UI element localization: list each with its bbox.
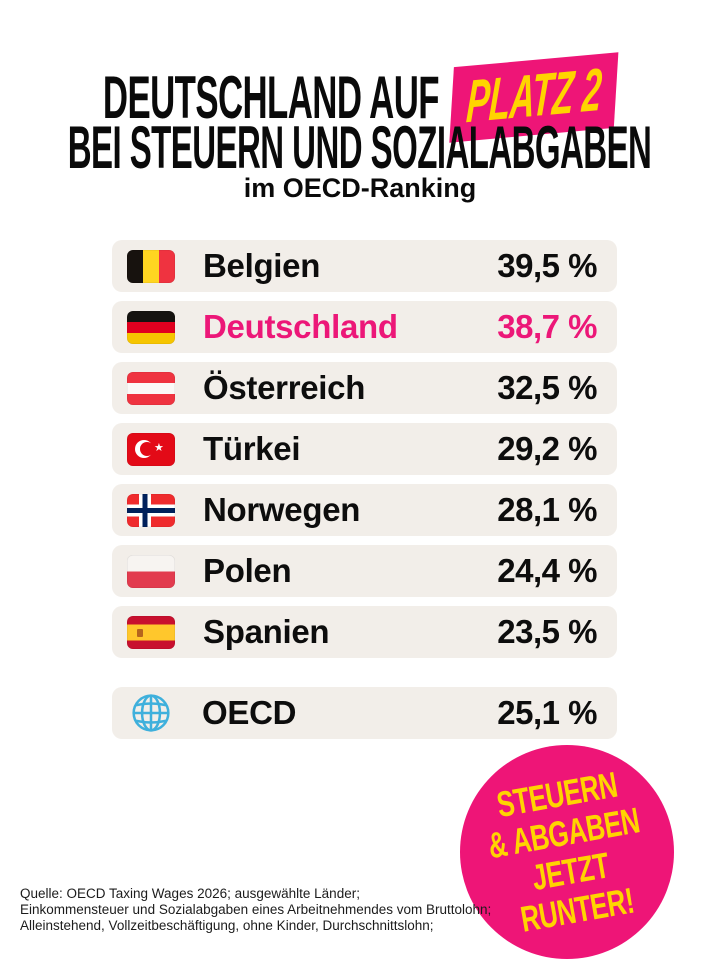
belgium-flag-icon xyxy=(127,249,175,283)
country-value: 39,5 % xyxy=(497,247,597,284)
ranking-row-tuerkei: ★ Türkei 29,2 % xyxy=(112,423,617,475)
oecd-label: OECD xyxy=(202,694,297,731)
oecd-value: 25,1 % xyxy=(497,694,597,731)
source-line: Quelle: OECD Taxing Wages 2026; ausgewäh… xyxy=(20,886,360,901)
poland-flag-icon xyxy=(127,554,175,588)
country-label: Deutschland xyxy=(203,308,398,345)
country-value: 23,5 % xyxy=(497,613,597,650)
spain-flag-icon xyxy=(127,615,175,649)
turkey-flag-icon: ★ xyxy=(127,432,175,466)
country-label: Belgien xyxy=(203,247,321,284)
ranking-row-belgien: Belgien 39,5 % xyxy=(112,240,617,292)
country-label: Österreich xyxy=(203,369,366,406)
country-value: 29,2 % xyxy=(497,430,597,467)
ranking-list: Belgien 39,5 % Deutschland 38,7 % Österr… xyxy=(112,240,617,748)
cta-badge: STEUERN & ABGABEN JETZT RUNTER! xyxy=(460,745,674,959)
country-value: 28,1 % xyxy=(497,491,597,528)
ranking-row-deutschland: Deutschland 38,7 % xyxy=(112,301,617,353)
ranking-row-norwegen: Norwegen 28,1 % xyxy=(112,484,617,536)
title-line-2: BEI STEUERN UND SOZIALABGABEN xyxy=(0,118,720,178)
title-line-1: DEUTSCHLAND AUF PLATZ 2 xyxy=(0,52,720,143)
ranking-row-polen: Polen 24,4 % xyxy=(112,545,617,597)
country-label: Spanien xyxy=(203,613,330,650)
germany-flag-icon xyxy=(127,310,175,344)
title-text-line2: BEI STEUERN UND SOZIALABGABEN xyxy=(68,114,652,181)
ranking-row-oecd: OECD 25,1 % xyxy=(112,687,617,739)
source-line: Alleinstehend, Vollzeitbeschäftigung, oh… xyxy=(20,918,434,933)
austria-flag-icon xyxy=(127,371,175,405)
ranking-row-oesterreich: Österreich 32,5 % xyxy=(112,362,617,414)
country-label: Polen xyxy=(203,552,292,589)
title-text-prefix: DEUTSCHLAND AUF xyxy=(103,63,440,131)
cta-text: STEUERN & ABGABEN JETZT RUNTER! xyxy=(478,762,656,942)
country-value: 32,5 % xyxy=(497,369,597,406)
norway-flag-icon xyxy=(127,493,175,527)
country-value: 38,7 % xyxy=(497,308,597,345)
country-label: Türkei xyxy=(203,430,301,467)
country-label: Norwegen xyxy=(203,491,361,528)
source-note: Quelle: OECD Taxing Wages 2026; ausgewäh… xyxy=(20,886,491,934)
source-line: Einkommensteuer und Sozialabgaben eines … xyxy=(20,902,492,917)
subtitle: im OECD-Ranking xyxy=(243,173,477,203)
country-value: 24,4 % xyxy=(497,552,597,589)
ranking-row-spanien: Spanien 23,5 % xyxy=(112,606,617,658)
globe-icon xyxy=(132,694,170,732)
turkey-star-icon: ★ xyxy=(154,440,164,454)
